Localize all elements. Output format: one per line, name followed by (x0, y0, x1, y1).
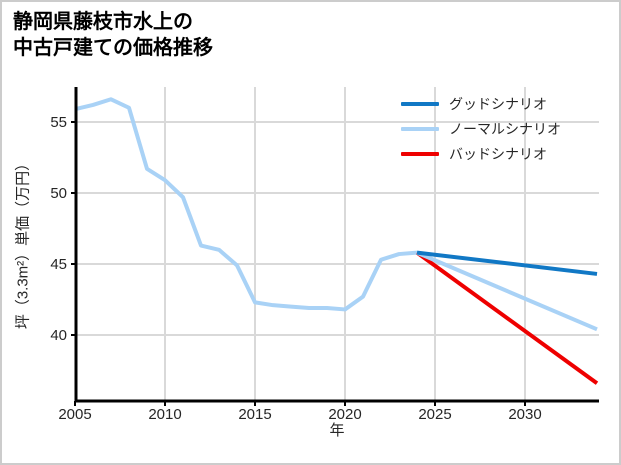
y-tick-label: 45 (50, 256, 67, 273)
bad-scenario-line (415, 251, 599, 385)
legend-item-normal-scenario: ノーマルシナリオ (401, 121, 561, 137)
y-tick-label: 55 (50, 114, 67, 131)
legend-label: グッドシナリオ (449, 96, 547, 112)
x-tick-label: 2015 (238, 406, 271, 423)
good-scenario-line-swatch (401, 102, 439, 106)
chart-title-line1: 静岡県藤枝市水上の (13, 11, 193, 33)
good-scenario-line (416, 250, 598, 276)
x-tick-label: 2020 (328, 406, 361, 423)
x-tick-label: 2030 (508, 406, 541, 423)
y-tick-label: 50 (50, 185, 67, 202)
chart-title: 静岡県藤枝市水上の 中古戸建ての価格推移 (13, 10, 213, 61)
legend-label: バッドシナリオ (449, 146, 547, 162)
history-line (74, 97, 418, 312)
legend-item-good-scenario: グッドシナリオ (401, 96, 561, 112)
legend-label: ノーマルシナリオ (449, 121, 561, 137)
normal-scenario-line (416, 250, 598, 332)
legend: グッドシナリオ ノーマルシナリオ バッドシナリオ (401, 96, 561, 162)
x-tick-label: 2005 (58, 406, 91, 423)
y-axis-title: 坪（3.3m²）単価（万円） (14, 155, 32, 330)
x-tick-label: 2025 (418, 406, 451, 423)
x-tick-label: 2010 (148, 406, 181, 423)
x-axis-title: 年 (329, 422, 345, 439)
normal-scenario-line-swatch (401, 127, 439, 131)
y-tick-label: 40 (50, 327, 67, 344)
legend-item-bad-scenario: バッドシナリオ (401, 146, 561, 162)
bad-scenario-line-swatch (401, 152, 439, 156)
chart-title-line2: 中古戸建ての価格推移 (13, 36, 213, 59)
